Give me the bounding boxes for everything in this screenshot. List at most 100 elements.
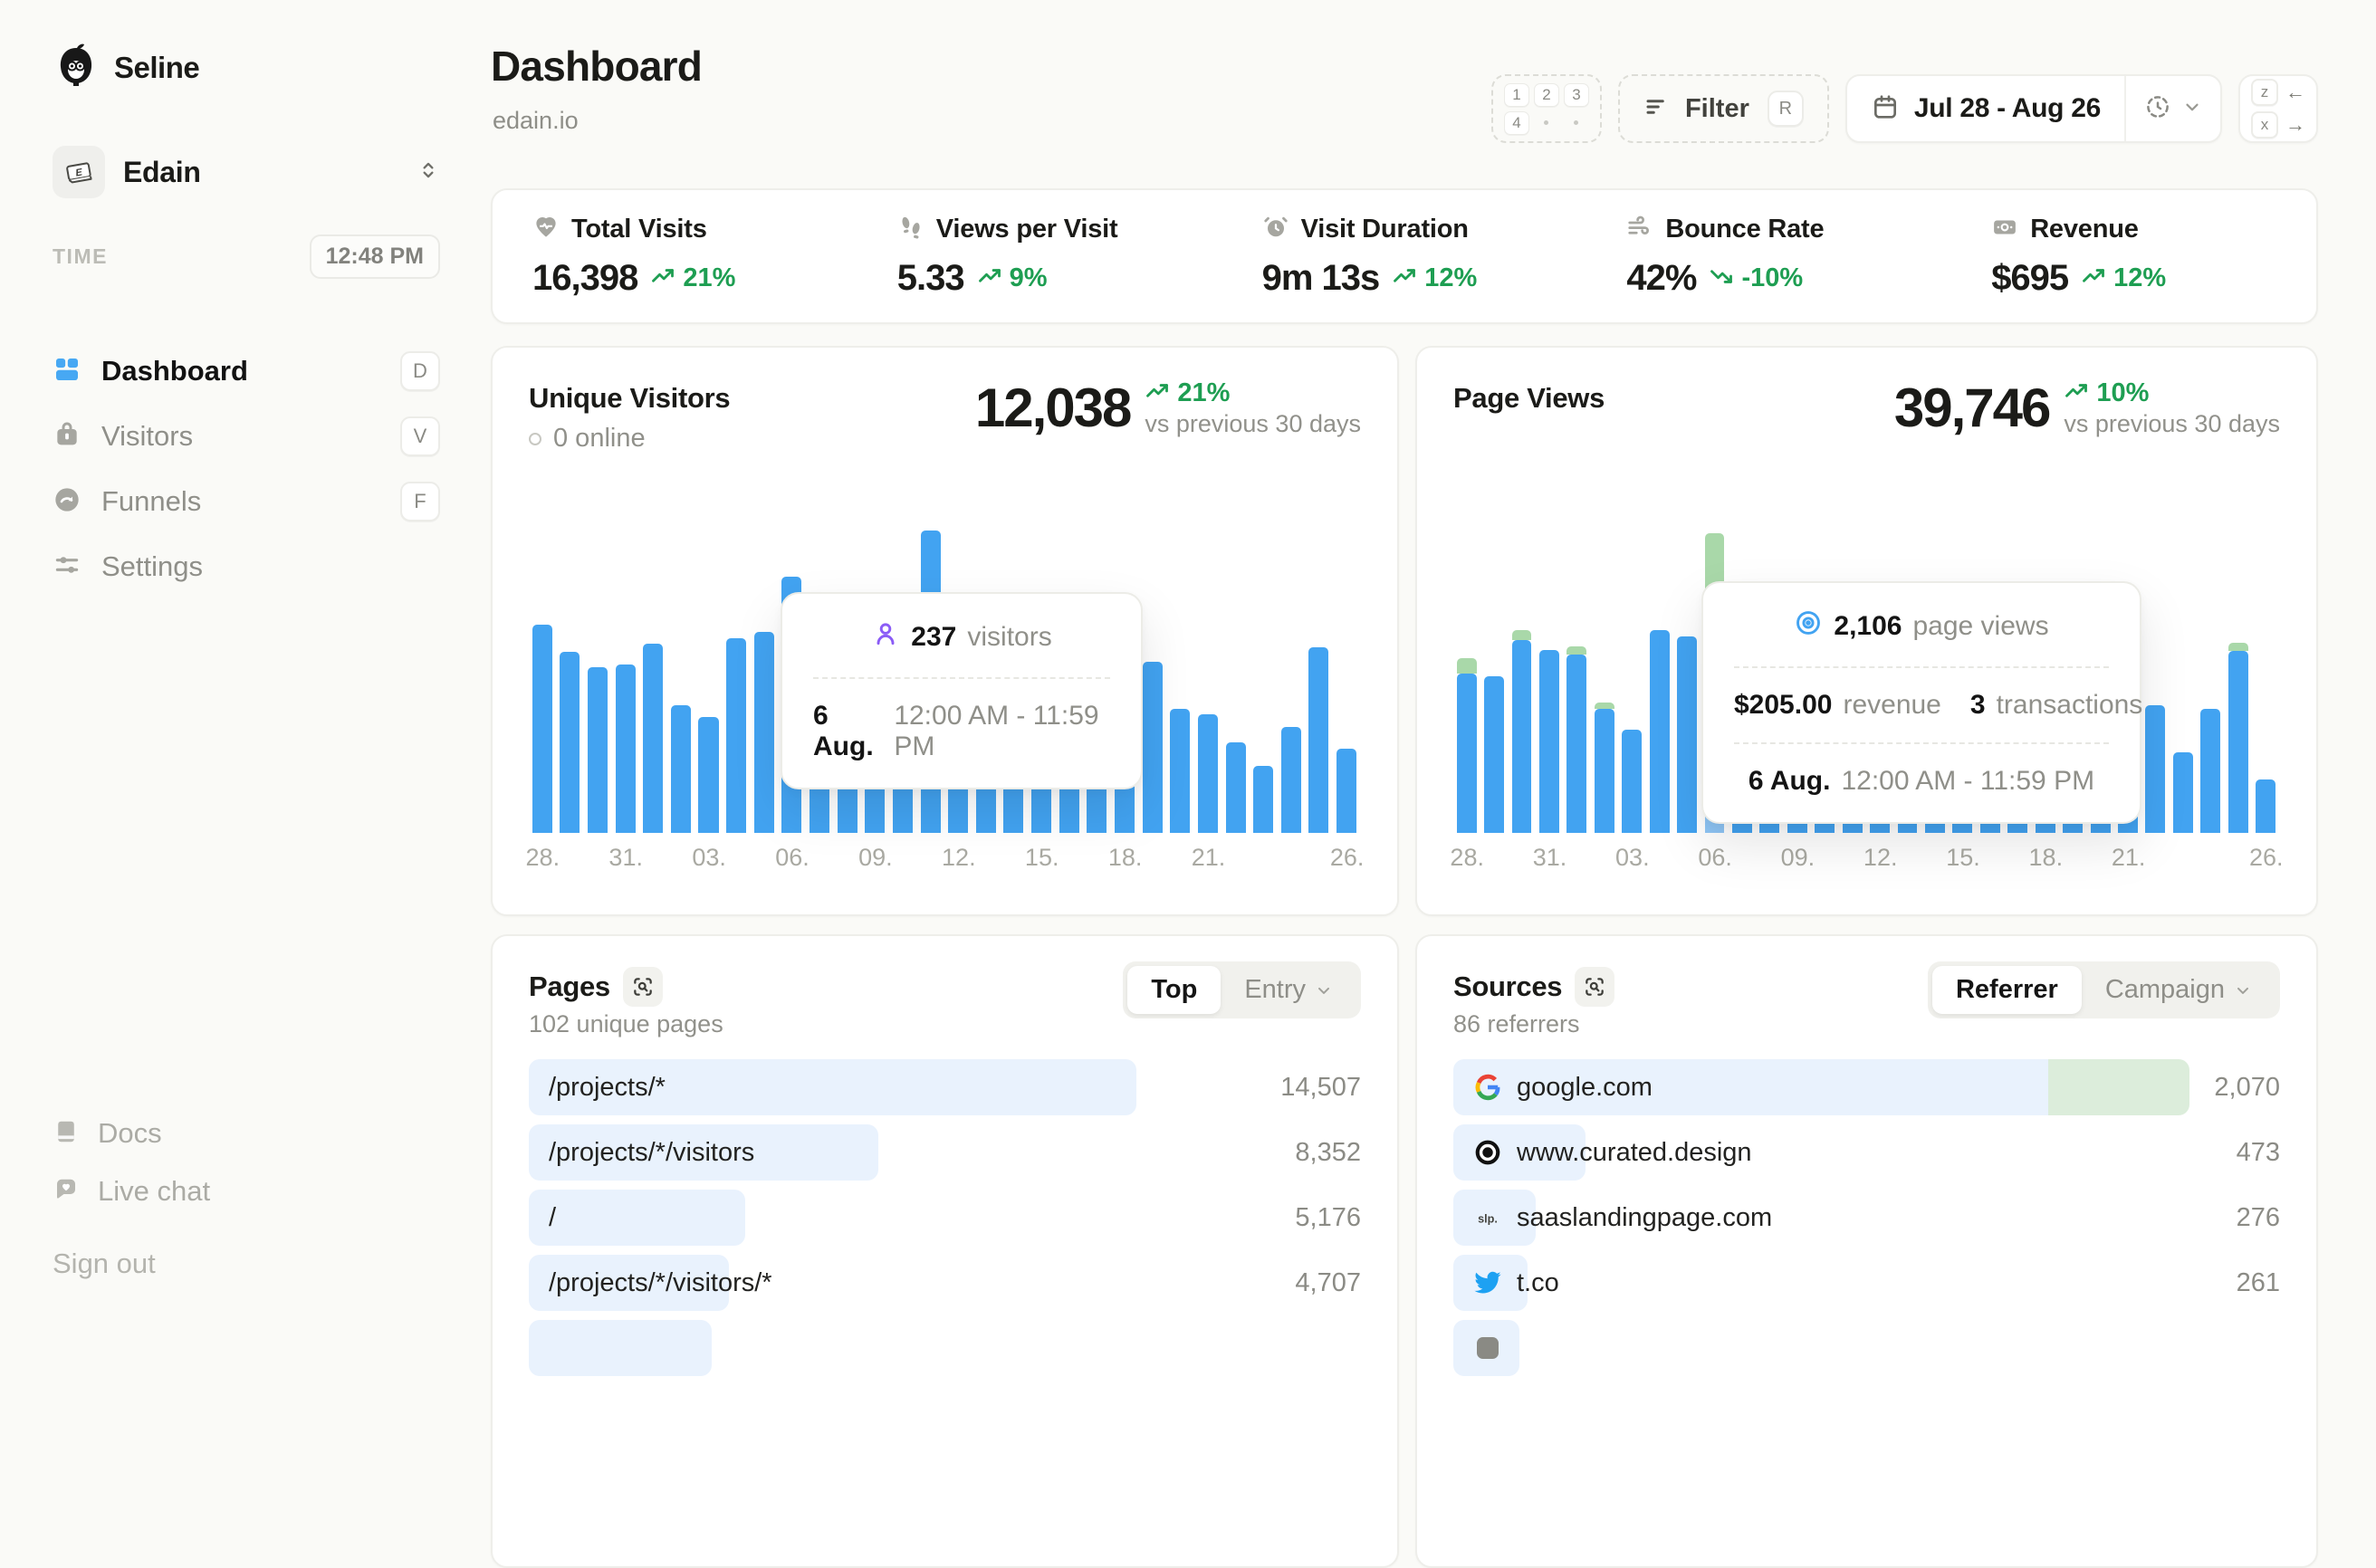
keypad-key-4[interactable]: 4: [1503, 110, 1529, 135]
sign-out-link[interactable]: Sign out: [53, 1248, 156, 1279]
row-value: 276: [2236, 1202, 2280, 1232]
stat-value: 42%: [1626, 258, 1697, 298]
filter-button[interactable]: Filter R: [1617, 74, 1829, 143]
chart-bar[interactable]: [1308, 647, 1329, 833]
keypad-key-3[interactable]: 3: [1563, 82, 1589, 107]
compare-label: vs previous 30 days: [2064, 409, 2280, 437]
tooltip-visitor-unit: visitors: [967, 622, 1052, 652]
chart-bar[interactable]: [1142, 662, 1163, 833]
sidebar-item-settings[interactable]: Settings: [53, 534, 440, 599]
tooltip-transactions-label: transactions: [1996, 690, 2143, 720]
tooltip-time-range: 12:00 AM - 11:59 PM: [894, 701, 1099, 761]
x-tick-label: 28.: [1450, 844, 1484, 871]
chart-bar[interactable]: [1538, 650, 1559, 833]
chart-bar[interactable]: [670, 705, 691, 833]
x-tick-label: 18.: [2028, 844, 2064, 871]
chart-bar[interactable]: [1197, 714, 1218, 833]
list-row[interactable]: /projects/*/visitors 8,352: [529, 1124, 1361, 1181]
chart-bar[interactable]: [1170, 709, 1191, 833]
x-tick-label: 21.: [1191, 844, 1226, 871]
keypad-key-2[interactable]: 2: [1533, 82, 1559, 107]
chart-bar[interactable]: [1484, 676, 1504, 833]
key-z: z: [2251, 79, 2278, 106]
chart-bar[interactable]: [1594, 703, 1614, 833]
time-compare-dropdown[interactable]: [2126, 93, 2220, 125]
toggle-entry[interactable]: Entry: [1221, 966, 1356, 1014]
chart-bar[interactable]: [1336, 749, 1357, 833]
list-row[interactable]: www.curated.design 473: [1453, 1124, 2280, 1181]
revenue-cap: [2228, 643, 2248, 651]
row-bar: [1453, 1190, 1537, 1246]
sidebar-item-visitors[interactable]: Visitors V: [53, 404, 440, 469]
keypad-dot: [1534, 111, 1559, 135]
revenue-cap: [1511, 630, 1532, 640]
row-bar: [529, 1320, 713, 1376]
revenue-cap: [1594, 703, 1614, 709]
chart-bar[interactable]: [615, 664, 636, 833]
sidebar-item-funnels[interactable]: Funnels F: [53, 469, 440, 534]
chart-bar[interactable]: [753, 632, 774, 833]
chart-bar[interactable]: [698, 717, 719, 833]
chevron-down-icon: [2237, 987, 2248, 994]
row-label: /projects/*/visitors: [549, 1137, 755, 1167]
chart-bar[interactable]: [1622, 730, 1643, 833]
key-x: x: [2251, 111, 2278, 139]
list-row[interactable]: / 5,176: [529, 1190, 1361, 1246]
row-label: /: [549, 1202, 557, 1232]
row-value: 14,507: [1280, 1072, 1361, 1102]
footer-link-docs[interactable]: Docs: [53, 1104, 442, 1162]
list-row[interactable]: /projects/*/visitors/* 4,707: [529, 1255, 1361, 1311]
chart-bar[interactable]: [560, 652, 580, 833]
list-row[interactable]: google.com 2,070: [1453, 1059, 2280, 1115]
tooltip-date: 6 Aug.: [1748, 766, 1831, 796]
chart-bar[interactable]: [587, 667, 608, 833]
chart-bar[interactable]: [726, 638, 747, 833]
keypad-key-1[interactable]: 1: [1503, 82, 1529, 107]
chart-bar[interactable]: [2228, 643, 2248, 833]
chart-bar[interactable]: [1280, 727, 1301, 833]
unique-visitors-value: 12,038: [974, 378, 1133, 438]
list-row-partial[interactable]: [1453, 1320, 2280, 1376]
chart-bar[interactable]: [1649, 630, 1670, 833]
row-bar: [529, 1190, 745, 1246]
alarm-clock-icon: [1262, 214, 1289, 245]
chart-bar[interactable]: [1566, 646, 1587, 833]
toggle-campaign[interactable]: Campaign: [2082, 966, 2275, 1014]
scan-search-icon[interactable]: [1575, 967, 1615, 1007]
list-row-partial[interactable]: [529, 1320, 1361, 1376]
tooltip-revenue: $205.00: [1734, 690, 1833, 720]
tooltip-pageview-count: 2,106: [1834, 611, 1902, 641]
list-row[interactable]: slp. saaslandingpage.com 276: [1453, 1190, 2280, 1246]
chart-bar[interactable]: [643, 644, 664, 833]
date-range-picker[interactable]: Jul 28 - Aug 26: [1844, 74, 2222, 143]
chart-bar[interactable]: [1225, 742, 1246, 833]
time-value-badge[interactable]: 12:48 PM: [309, 234, 440, 279]
date-nav-shortcuts[interactable]: z ← x →: [2238, 74, 2318, 143]
chart-bar[interactable]: [2145, 705, 2166, 833]
list-row[interactable]: t.co 261: [1453, 1255, 2280, 1311]
slp-favicon: slp.: [1473, 1203, 1502, 1232]
x-tick-label: 18.: [1107, 844, 1143, 871]
chart-bar[interactable]: [2200, 709, 2221, 833]
stat-views-per-visit: Views per Visit 5.33 9%: [857, 190, 1222, 322]
x-tick-label: 12.: [942, 844, 976, 871]
x-tick-label: 03.: [692, 844, 726, 871]
chart-bar[interactable]: [1677, 636, 1698, 833]
sidebar-item-dashboard[interactable]: Dashboard D: [53, 339, 440, 404]
trending-down-icon: [1709, 263, 1734, 293]
scan-search-icon[interactable]: [622, 967, 663, 1007]
footer-link-live-chat[interactable]: Live chat: [53, 1162, 442, 1220]
chart-bar[interactable]: [532, 625, 552, 833]
chart-bar[interactable]: [1253, 766, 1274, 833]
stat-bounce-rate: Bounce Rate 42% -10%: [1586, 190, 1951, 322]
toggle-top[interactable]: Top: [1127, 966, 1222, 1014]
chart-bar[interactable]: [1456, 658, 1477, 833]
workspace-switcher[interactable]: E Edain: [53, 146, 440, 198]
chart-bar[interactable]: [1511, 630, 1532, 833]
chart-bar[interactable]: [2256, 779, 2276, 833]
x-tick-label: 28.: [525, 844, 560, 871]
toggle-referrer[interactable]: Referrer: [1931, 966, 2082, 1014]
list-row[interactable]: /projects/* 14,507: [529, 1059, 1361, 1115]
chart-bar[interactable]: [2172, 752, 2193, 833]
